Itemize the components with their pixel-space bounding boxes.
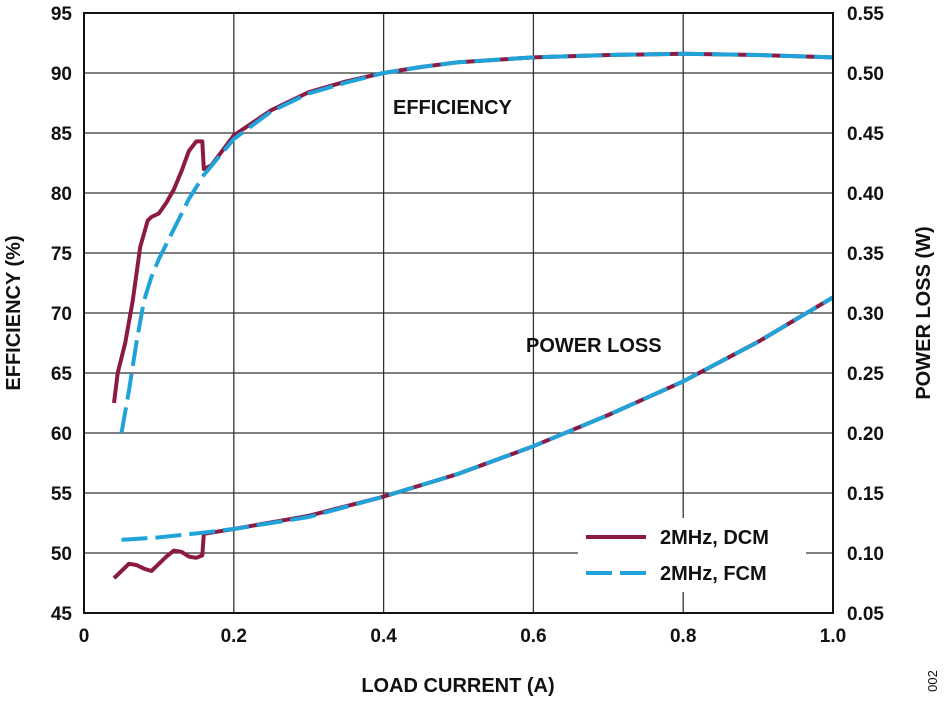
series-line-2mhz-fcm-efficiency: [119, 51, 834, 434]
y-right-tick-label: 0.25: [847, 364, 884, 385]
y-left-tick-label: 50: [51, 544, 72, 565]
left-axis-title: EFFICIENCY (%): [3, 235, 25, 390]
x-tick-label: 0.4: [370, 626, 397, 647]
right-axis-title: POWER LOSS (W): [913, 226, 935, 399]
y-right-tick-label: 0.40: [847, 184, 884, 205]
y-right-tick-label: 0.20: [847, 424, 884, 445]
y-left-tick-label: 70: [51, 304, 72, 325]
y-left-tick-label: 75: [51, 244, 73, 265]
y-right-tick-label: 0.15: [847, 484, 884, 505]
tick-labels: 0 0.2 0.4 0.6 0.8 1.0 45 50 55 60 65 70 75 80 85 90 95 0.…: [51, 4, 885, 647]
y-right-tick-label: 0.35: [847, 244, 884, 265]
x-tick-label: 0.6: [520, 626, 546, 647]
x-tick-label: 1.0: [820, 626, 846, 647]
y-right-tick-label: 0.05: [847, 604, 884, 625]
plot-frame: [83, 12, 834, 614]
x-tick-label: 0.2: [221, 626, 247, 647]
y-right-tick-label: 0.30: [847, 304, 884, 325]
figure-id: 002: [925, 670, 940, 692]
y-left-tick-label: 45: [51, 604, 73, 625]
y-left-tick-label: 80: [51, 184, 72, 205]
x-tick-label: 0: [79, 626, 90, 647]
y-left-tick-label: 60: [51, 424, 72, 445]
legend-label-fcm: 2MHz, FCM: [660, 563, 767, 585]
y-right-tick-label: 0.55: [847, 4, 884, 25]
series-line-2mhz-fcm-power-loss: [121, 295, 835, 542]
efficiency-annotation: EFFICIENCY: [393, 97, 513, 119]
y-right-tick-label: 0.45: [847, 124, 884, 145]
grid: [84, 13, 833, 613]
y-left-tick-label: 85: [51, 124, 73, 145]
series-lines: [112, 51, 835, 580]
y-left-tick-label: 95: [51, 4, 73, 25]
y-left-tick-label: 90: [51, 64, 72, 85]
y-left-tick-label: 55: [51, 484, 73, 505]
x-axis-title: LOAD CURRENT (A): [361, 675, 554, 697]
y-right-tick-label: 0.50: [847, 64, 884, 85]
x-tick-label: 0.8: [670, 626, 696, 647]
y-right-tick-label: 0.10: [847, 544, 884, 565]
legend-background: [578, 518, 806, 592]
legend-label-dcm: 2MHz, DCM: [660, 527, 769, 549]
power-loss-annotation: POWER LOSS: [526, 335, 662, 357]
y-left-tick-label: 65: [51, 364, 73, 385]
legend: 2MHz, DCM 2MHz, FCM: [578, 518, 806, 592]
